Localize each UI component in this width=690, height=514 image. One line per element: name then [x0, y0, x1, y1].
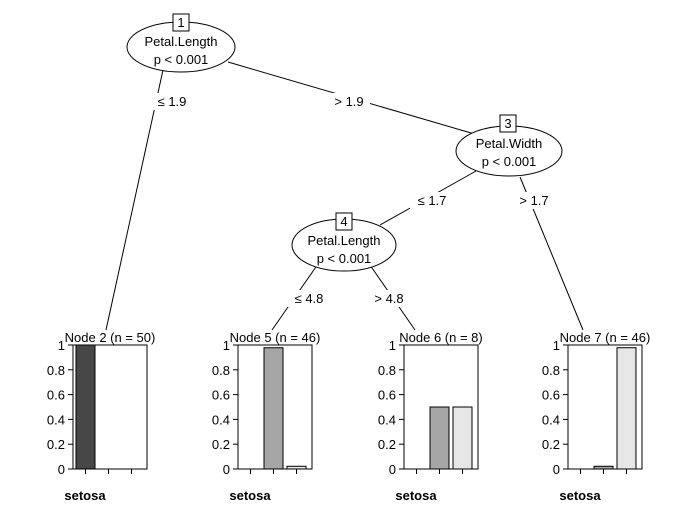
y-tick-label: 0.6: [542, 388, 560, 403]
terminal-node-4: Node 7 (n = 46)1 0.8 0.6 0.4 0.2 0 setosa: [542, 330, 650, 503]
y-tick-label: 1: [58, 338, 65, 353]
terminal-node-3: Node 6 (n = 8)1 0.8 0.6 0.4 0.2 0 setosa: [378, 330, 483, 503]
edge-labels: ≤ 1.9 > 1.9 ≤ 1.7 > 1.7 ≤ 4.8 > 4.8: [146, 93, 554, 307]
y-tick-label: 1: [223, 338, 230, 353]
plot-frame: [72, 344, 148, 470]
y-tick-label: 0.2: [212, 437, 230, 452]
node-4-variable: Petal.Length: [307, 233, 380, 248]
y-tick-label: 0.8: [378, 363, 396, 378]
node-1-pvalue: p < 0.001: [154, 52, 209, 67]
node-3-variable: Petal.Width: [476, 136, 542, 151]
x-class-label: setosa: [559, 488, 601, 503]
y-tick-label: 0.4: [378, 412, 396, 427]
y-tick-label: 0.8: [212, 363, 230, 378]
node-1-variable: Petal.Length: [144, 34, 217, 49]
edge-label-1-right: > 1.9: [334, 94, 363, 109]
y-tick-label: 0.4: [47, 412, 65, 427]
y-tick-label: 0.2: [378, 437, 396, 452]
y-tick-label: 0.2: [542, 437, 560, 452]
bar-1: [429, 406, 450, 470]
x-class-label: setosa: [64, 488, 106, 503]
y-tick-label: 0.8: [542, 363, 560, 378]
bar-1: [263, 347, 284, 470]
bar-0: [75, 344, 96, 470]
node-title: Node 6 (n = 8): [399, 330, 482, 345]
node-title: Node 7 (n = 46): [560, 330, 651, 345]
y-tick-label: 0: [223, 462, 230, 477]
y-tick-label: 0.8: [47, 363, 65, 378]
edge-label-3-left: ≤ 1.7: [418, 193, 447, 208]
x-class-label: setosa: [395, 488, 437, 503]
inner-node-1: Petal.Length p < 0.001 1: [126, 13, 236, 73]
bar-2: [452, 406, 473, 470]
terminal-node-2: Node 5 (n = 46)1 0.8 0.6 0.4 0.2 0 setosa: [212, 330, 320, 503]
terminal-node-1: Node 2 (n = 50)1 0.8 0.6 0.4 0.2 0 setosa: [47, 330, 155, 503]
edge-label-3-right: > 1.7: [519, 193, 548, 208]
node-title: Node 5 (n = 46): [230, 330, 321, 345]
edge-1-to-2: [105, 69, 164, 331]
y-tick-label: 0: [553, 462, 560, 477]
y-tick-label: 0.4: [212, 412, 230, 427]
bar-2: [616, 347, 637, 470]
edge-label-1-left: ≤ 1.9: [158, 94, 187, 109]
node-3-id: 3: [504, 116, 511, 131]
node-title: Node 2 (n = 50): [65, 330, 156, 345]
terminal-nodes: Node 2 (n = 50)10.80.60.40.20setosaNode …: [47, 330, 650, 503]
node-3-pvalue: p < 0.001: [482, 154, 537, 169]
node-4-id: 4: [340, 214, 347, 229]
y-tick-label: 0.6: [212, 388, 230, 403]
y-tick-label: 1: [389, 338, 396, 353]
y-tick-label: 0.6: [47, 388, 65, 403]
edge-label-4-left: ≤ 4.8: [295, 291, 324, 306]
inner-node-4: Petal.Length p < 0.001 4: [291, 212, 397, 272]
y-tick-label: 1: [553, 338, 560, 353]
y-tick-label: 0: [389, 462, 396, 477]
bar-1: [593, 465, 614, 470]
x-class-label: setosa: [229, 488, 271, 503]
y-tick-label: 0: [58, 462, 65, 477]
y-tick-label: 0.4: [542, 412, 560, 427]
edge-label-4-right: > 4.8: [374, 291, 403, 306]
y-tick-label: 0.2: [47, 437, 65, 452]
bar-2: [286, 465, 307, 470]
y-tick-label: 0.6: [378, 388, 396, 403]
inner-node-3: Petal.Width p < 0.001 3: [455, 114, 563, 177]
node-1-id: 1: [177, 15, 184, 30]
node-4-pvalue: p < 0.001: [317, 251, 372, 266]
